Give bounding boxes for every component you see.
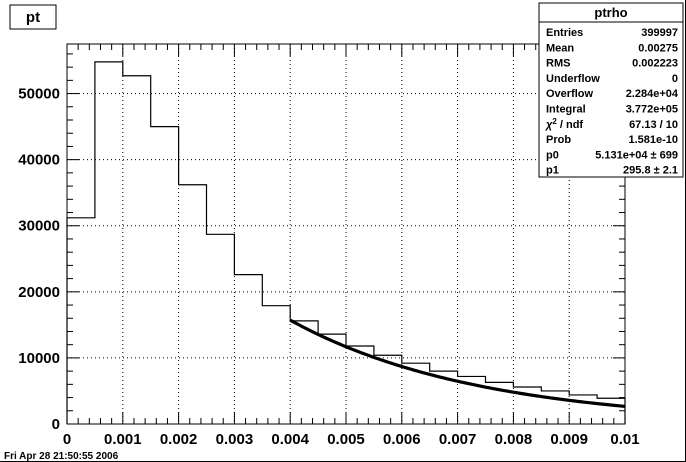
x-tick-label: 0.007 <box>439 431 477 448</box>
stats-row-value: 2.284e+04 <box>626 88 679 100</box>
stats-row-value: 295.8 ± 2.1 <box>623 165 678 177</box>
y-axis-tick-labels: 0 10000 20000 30000 40000 50000 <box>18 86 60 433</box>
x-tick-label: 0.01 <box>610 431 639 448</box>
stats-row-value: 3.772e+05 <box>626 104 678 116</box>
stats-row-value: 399997 <box>641 27 678 39</box>
stats-row-label: Mean <box>546 42 574 54</box>
stats-row-label: Overflow <box>546 88 594 100</box>
stats-row-label: Underflow <box>546 73 600 85</box>
y-tick-label: 50000 <box>18 86 60 103</box>
y-tick-label: 0 <box>52 416 60 433</box>
stats-row-label: RMS <box>546 58 570 70</box>
exponential-fit-curve <box>289 318 626 408</box>
x-tick-label: 0 <box>63 431 71 448</box>
stats-row-value: 67.13 / 10 <box>629 119 678 131</box>
y-tick-label: 40000 <box>18 152 60 169</box>
y-tick-label: 20000 <box>18 284 60 301</box>
x-tick-label: 0.009 <box>550 431 588 448</box>
stats-rows: Entries 399997 Mean 0.00275 RMS 0.002223 Under… <box>545 27 679 177</box>
stats-row-value: 0.002223 <box>632 58 678 70</box>
x-tick-label: 0.006 <box>383 431 421 448</box>
stats-row-label: Entries <box>546 27 583 39</box>
y-tick-label: 10000 <box>18 350 60 367</box>
title-box: pt <box>9 4 57 30</box>
x-tick-label: 0.005 <box>327 431 365 448</box>
stats-row-label: p1 <box>546 165 559 177</box>
stats-row-label: χ2 / ndf <box>545 117 583 131</box>
stats-row-label: p0 <box>546 149 559 161</box>
y-tick-label: 30000 <box>18 218 60 235</box>
stats-row-value: 0 <box>672 73 678 85</box>
histogram-outline <box>66 61 626 424</box>
stats-row-value: 5.131e+04 ± 699 <box>595 149 678 161</box>
x-tick-label: 0.004 <box>271 431 309 448</box>
stats-row-value: 1.581e-10 <box>628 134 678 146</box>
timestamp-label: Fri Apr 28 21:50:55 2006 <box>4 451 119 462</box>
x-axis-tick-labels: 0 0.001 0.002 0.003 0.004 0.005 0.006 0.007 0.00… <box>63 431 640 448</box>
x-tick-label: 0.002 <box>160 431 198 448</box>
stats-row-label: Integral <box>546 104 586 116</box>
stats-row-label: Prob <box>546 134 571 146</box>
x-tick-label: 0.003 <box>216 431 254 448</box>
x-tick-label: 0.008 <box>495 431 533 448</box>
stats-box: ptrho Entries 399997 Mean 0.00275 RMS 0.00222… <box>538 2 684 178</box>
stats-row-value: 0.00275 <box>638 42 678 54</box>
page-title: pt <box>26 9 40 26</box>
stats-box-title: ptrho <box>594 5 627 20</box>
x-tick-label: 0.001 <box>104 431 142 448</box>
